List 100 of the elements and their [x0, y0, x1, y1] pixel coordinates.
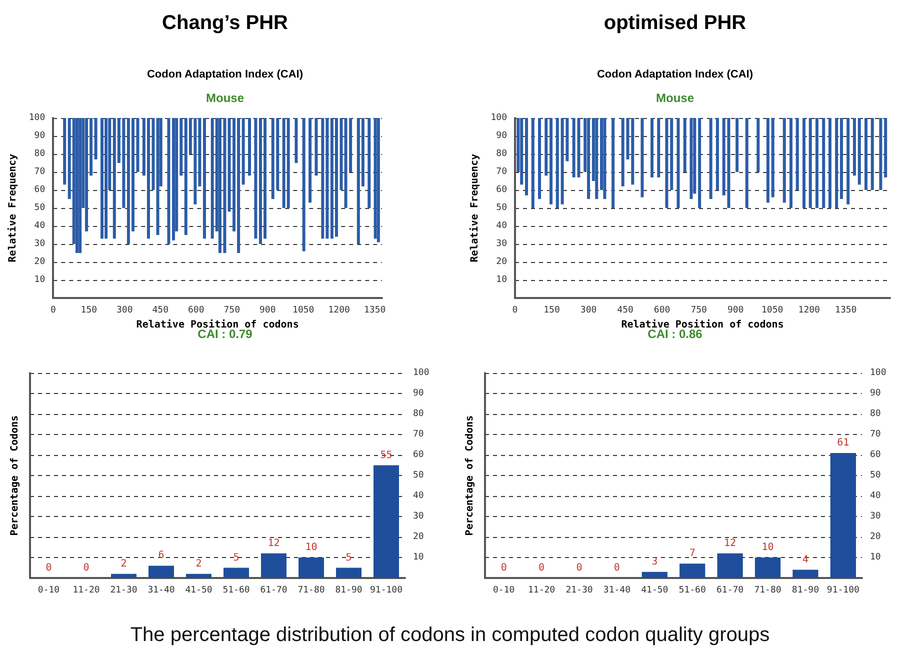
x-tick-label: 1050 [292, 306, 314, 316]
x-tick-label: 750 [224, 306, 240, 316]
data-label: 2 [120, 558, 127, 570]
x-tick-label: 91-100 [370, 586, 403, 596]
y-tick-label: 90 [413, 388, 424, 398]
bar [336, 568, 362, 578]
data-label: 55 [380, 450, 392, 461]
y-tick-label: 10 [496, 275, 507, 285]
x-tick-label: 91-100 [826, 586, 860, 596]
x-tick-label: 1350 [835, 306, 857, 316]
y-tick-label: 100 [870, 368, 886, 378]
x-tick-label: 21-30 [566, 586, 593, 596]
bar [186, 574, 212, 578]
data-label: 0 [614, 562, 620, 574]
x-tick-label: 21-30 [110, 586, 138, 596]
x-tick-label: 150 [544, 306, 560, 316]
y-axis-title: Percentage of Codons [464, 415, 476, 536]
bar [374, 465, 399, 578]
y-tick-label: 80 [413, 409, 424, 419]
y-tick-label: 30 [34, 239, 46, 249]
x-tick-label: 900 [259, 306, 276, 316]
data-label: 2 [196, 558, 202, 570]
x-tick-label: 0-10 [38, 586, 60, 596]
x-tick-label: 450 [152, 306, 169, 316]
bar [298, 558, 324, 578]
data-label: 5 [233, 552, 240, 564]
x-tick-label: 31-40 [148, 586, 175, 596]
bar [717, 553, 743, 578]
y-tick-label: 100 [28, 113, 46, 123]
y-tick-label: 40 [870, 491, 881, 501]
chart-subtitle: Codon Adaptation Index (CAI) [596, 68, 754, 80]
y-tick-label: 60 [870, 450, 881, 460]
text: Mouse [656, 91, 694, 105]
y-tick-label: 40 [34, 221, 46, 231]
x-tick-label: 11-20 [72, 586, 100, 596]
y-tick-label: 90 [496, 131, 507, 141]
x-tick-label: 61-70 [716, 586, 744, 596]
data-label: 61 [837, 437, 850, 448]
data-label: 0 [83, 562, 90, 574]
x-tick-label: 750 [690, 306, 707, 316]
x-tick-label: 450 [617, 306, 634, 316]
y-tick-label: 10 [34, 275, 46, 285]
y-tick-label: 10 [870, 552, 881, 562]
bar [754, 558, 781, 578]
y-tick-label: 20 [413, 532, 424, 542]
text: Mouse [206, 91, 244, 105]
x-tick-label: 0 [512, 306, 518, 316]
y-tick-label: 90 [870, 388, 881, 398]
x-tick-label: 61-70 [260, 586, 288, 596]
data-label: 12 [268, 538, 280, 549]
y-tick-label: 50 [496, 203, 507, 213]
y-axis-title: Relative Frequency [6, 154, 18, 262]
chart-title: Chang’s PHR [162, 12, 289, 34]
x-tick-label: 51-60 [678, 586, 706, 596]
data-label: 3 [652, 556, 658, 568]
data-label: 10 [762, 542, 774, 553]
y-tick-label: 90 [34, 131, 46, 141]
x-tick-label: 0-10 [493, 586, 515, 596]
x-tick-label: 71-80 [298, 586, 325, 596]
y-tick-label: 10 [413, 552, 424, 562]
x-tick-label: 1350 [364, 306, 386, 316]
y-tick-label: 30 [496, 239, 507, 249]
y-tick-label: 50 [34, 203, 46, 213]
x-tick-label: 1200 [798, 306, 820, 316]
x-tick-label: 600 [188, 306, 204, 316]
y-axis-title: Relative Frequency [468, 154, 480, 262]
data-label: 4 [802, 554, 808, 566]
y-tick-label: 70 [870, 430, 881, 440]
x-tick-label: 300 [580, 306, 597, 316]
bar [224, 568, 249, 578]
y-tick-label: 80 [870, 409, 881, 419]
y-tick-label: 20 [34, 257, 46, 267]
x-tick-label: 600 [654, 306, 670, 316]
y-tick-label: 60 [413, 450, 424, 460]
x-tick-label: 41-50 [641, 586, 668, 596]
y-tick-label: 20 [496, 257, 507, 267]
data-label: 0 [538, 562, 545, 574]
data-label: 0 [46, 562, 52, 574]
x-tick-label: 41-50 [185, 586, 212, 596]
y-tick-label: 60 [34, 185, 46, 195]
y-tick-label: 60 [496, 185, 507, 195]
x-tick-label: 71-80 [754, 586, 782, 596]
y-tick-label: 50 [870, 470, 881, 480]
bar [261, 553, 286, 578]
y-tick-label: 80 [496, 149, 507, 159]
text: The percentage distribution of codons in computed codon quality groups [129, 624, 771, 647]
bar [111, 574, 136, 578]
bar [680, 564, 706, 578]
bar [642, 572, 668, 578]
y-tick-label: 20 [870, 532, 881, 542]
bar [830, 452, 856, 578]
data-label: 12 [724, 538, 736, 549]
chart-title: optimised PHR [604, 12, 747, 34]
data-label: 10 [305, 542, 318, 553]
x-tick-label: 11-20 [528, 586, 556, 596]
data-label: 5 [346, 552, 352, 564]
y-tick-label: 40 [413, 491, 424, 501]
x-tick-label: 31-40 [603, 586, 630, 596]
x-tick-label: 81-90 [335, 586, 362, 596]
y-tick-label: 100 [490, 113, 507, 123]
